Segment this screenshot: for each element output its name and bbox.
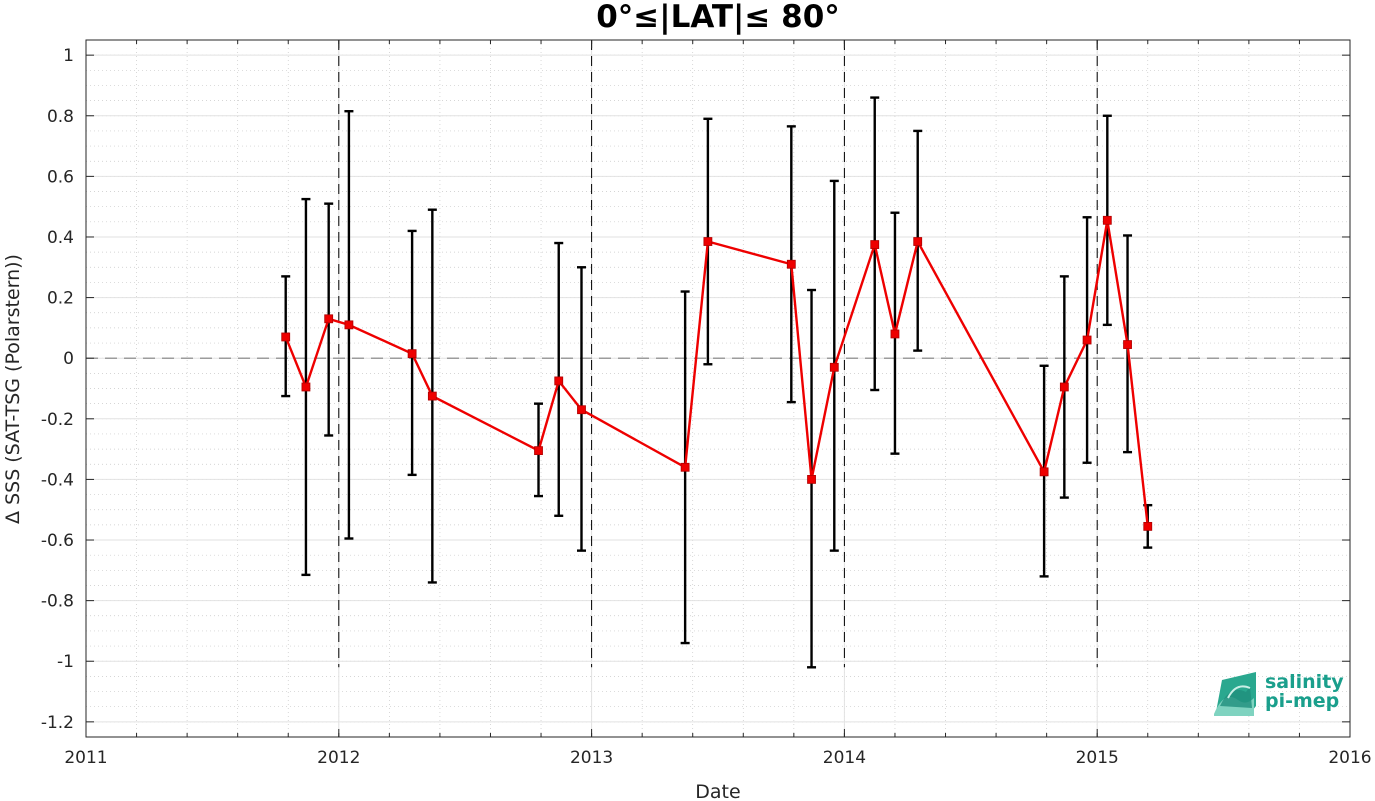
y-tick-label: -0.8 [41,592,74,612]
x-tick-label: 2015 [1076,748,1119,768]
data-point-marker [703,237,713,246]
y-tick-label: -1 [57,652,74,672]
x-axis-label: Date [695,781,740,801]
y-tick-label: -0.2 [41,410,74,430]
data-point-marker [554,376,564,386]
salinity-pi-mep-logo: salinity pi-mep [1214,671,1344,716]
data-point-marker [829,362,839,372]
y-tick-label: 0.6 [47,167,74,187]
data-point-marker [680,462,690,472]
data-point-marker [1059,382,1069,392]
data-point-marker [407,349,417,359]
data-point-marker [1143,521,1153,531]
y-tick-label: -0.6 [41,531,74,551]
data-point-marker [1102,215,1112,225]
y-tick-label: 0.8 [47,107,74,127]
logo-line1: salinity [1265,671,1344,693]
logo-line2: pi-mep [1265,690,1339,712]
x-tick-label: 2011 [64,748,107,768]
data-point-marker [301,382,311,392]
data-point-marker [577,405,586,415]
y-tick-label: -0.4 [41,470,74,490]
data-point-marker [1082,335,1092,345]
data-point-marker [786,259,796,269]
series-markers [281,215,1153,531]
axis-ticks [85,40,1351,737]
y-tick-label: 0.2 [47,289,74,309]
y-tick-label: 1 [63,46,74,66]
waves-icon [1214,672,1256,716]
data-point-marker [344,320,354,330]
data-point-marker [1039,467,1049,477]
y-tick-label: 0 [63,349,74,369]
data-point-marker [324,314,334,324]
plot-frame [85,39,1351,738]
y-tick-label: 0.4 [47,228,74,248]
x-tick-label: 2012 [317,748,360,768]
chart-title: 0°≤|LAT|≤ 80° [596,0,840,35]
data-point-marker [807,475,816,484]
y-axis-label: Δ SSS (SAT-TSG (Polarstern)) [2,254,24,524]
data-point-marker [1123,340,1132,349]
x-tick-labels: 2011 2012 2013 2014 2015 2016 [64,748,1371,768]
y-tick-labels: 1 0.8 0.6 0.4 0.2 0 -0.2 -0.4 -0.6 -0.8 -1 -1.2 [41,46,74,733]
year-separators [338,40,1098,668]
data-point-marker [913,237,923,246]
x-tick-label: 2013 [570,748,613,768]
y-tick-label: -1.2 [41,713,74,733]
data-point-marker [534,446,543,456]
x-tick-label: 2016 [1328,748,1371,768]
data-point-marker [427,391,437,401]
data-point-marker [281,332,291,342]
data-point-marker [870,240,880,249]
x-tick-label: 2014 [823,748,866,768]
data-point-marker [890,329,900,339]
